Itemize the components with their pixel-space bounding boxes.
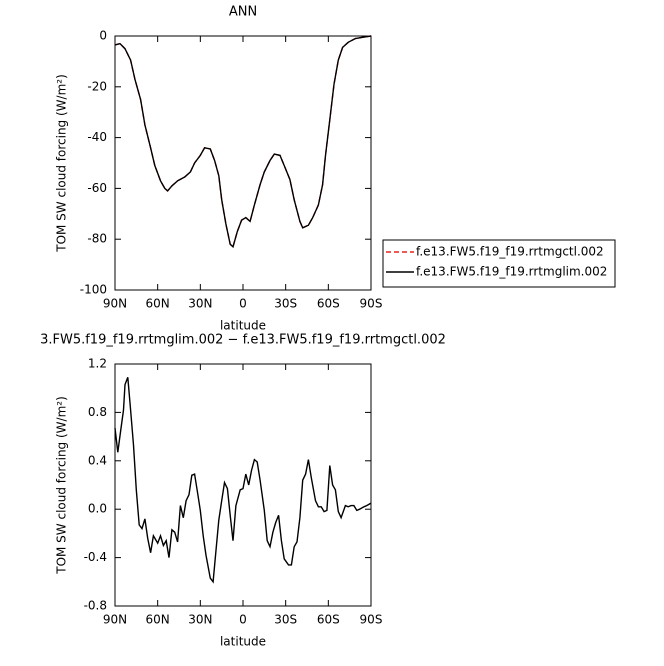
plot-frame: [114, 35, 372, 291]
x-tick-label: 30S: [274, 613, 297, 627]
y-tick-label: -100: [80, 283, 107, 297]
y-tick-label: 0: [99, 29, 107, 43]
legend-box: [382, 239, 616, 288]
x-axis-label: latitude: [220, 635, 266, 649]
y-tick-label: -0.4: [84, 550, 107, 564]
y-tick-label: 0.4: [88, 453, 107, 467]
x-tick-label: 30N: [188, 613, 212, 627]
x-tick-label: 90S: [360, 297, 383, 311]
x-tick-label: 90N: [103, 297, 127, 311]
y-tick-label: 0.8: [88, 405, 107, 419]
x-tick-label: 90S: [360, 613, 383, 627]
y-tick-label: 1.2: [88, 357, 107, 371]
y-tick-label: -60: [87, 181, 107, 195]
chart-title: 3.FW5.f19_f19.rrtmglim.002 − f.e13.FW5.f…: [40, 333, 446, 348]
data-line: [114, 35, 372, 249]
x-tick-label: 30N: [188, 297, 212, 311]
y-tick-label: -20: [87, 79, 107, 93]
y-axis-label: TOM SW cloud forcing (W/m²): [55, 74, 69, 253]
x-tick-label: 0: [239, 297, 247, 311]
plot-frame: [114, 363, 372, 607]
x-tick-label: 60N: [146, 297, 170, 311]
y-tick-label: -40: [87, 130, 107, 144]
y-axis-label: TOM SW cloud forcing (W/m²): [55, 396, 69, 575]
x-tick-label: 90N: [103, 613, 127, 627]
legend-label: f.e13.FW5.f19_f19.rrtmglim.002: [416, 265, 607, 279]
y-tick-label: 0.0: [88, 502, 107, 516]
y-tick-label: -80: [87, 232, 107, 246]
x-tick-label: 0: [239, 613, 247, 627]
x-axis-label: latitude: [220, 319, 266, 333]
x-tick-label: 30S: [274, 297, 297, 311]
y-tick-label: -0.8: [84, 599, 107, 613]
x-tick-label: 60S: [317, 297, 340, 311]
x-tick-label: 60N: [146, 613, 170, 627]
chart-title: ANN: [229, 5, 257, 20]
x-tick-label: 60S: [317, 613, 340, 627]
legend-label: f.e13.FW5.f19_f19.rrtmgctl.002: [416, 245, 604, 259]
data-line: [114, 377, 372, 584]
data-line: [114, 35, 372, 249]
